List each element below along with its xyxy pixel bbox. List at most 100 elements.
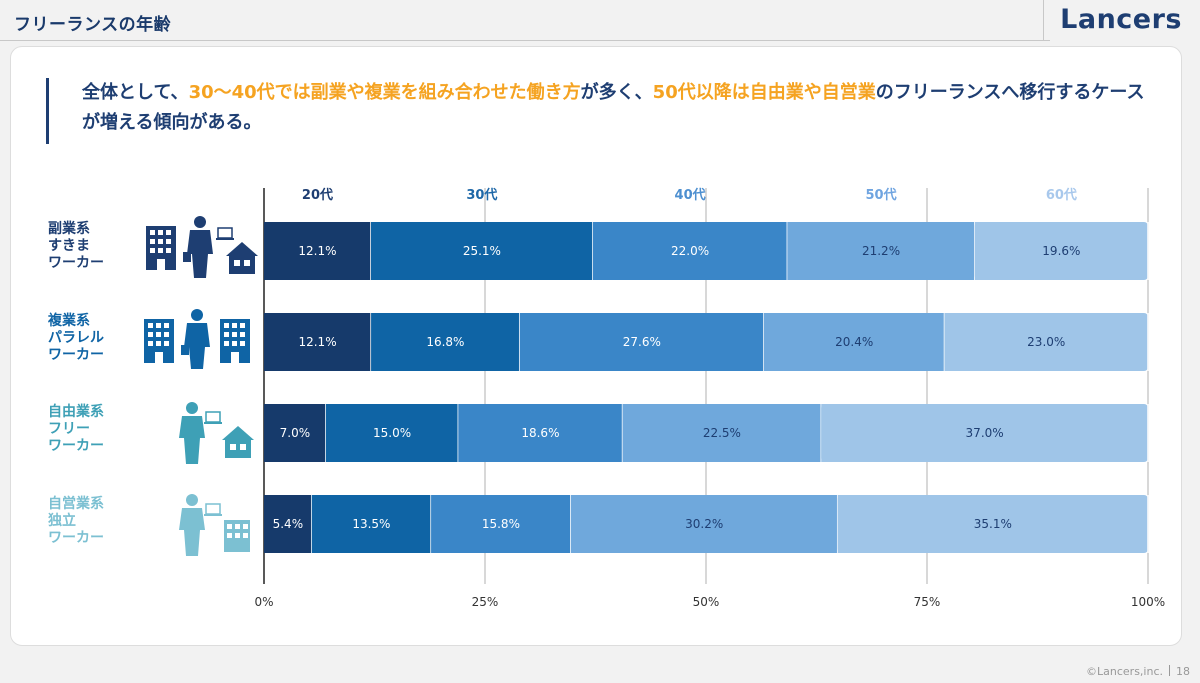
row-label-line: ワーカー bbox=[48, 438, 104, 454]
data-label: 27.6% bbox=[623, 335, 661, 349]
row-label-line: ワーカー bbox=[48, 255, 104, 271]
row-label-line: 副業系 bbox=[48, 221, 90, 237]
x-tick-label: 50% bbox=[693, 595, 720, 609]
data-label: 12.1% bbox=[298, 244, 336, 258]
x-tick-label: 0% bbox=[254, 595, 273, 609]
bar-segment bbox=[325, 404, 459, 462]
bar-segment-fill bbox=[974, 222, 1142, 280]
lead-text: 全体として、30〜40代では副業や複業を組み合わせた働き方が多く、50代以降は自… bbox=[82, 78, 1152, 138]
data-label: 5.4% bbox=[273, 517, 304, 531]
row-label-line: パラレル bbox=[48, 330, 104, 346]
data-label: 16.8% bbox=[426, 335, 464, 349]
row-label-line: ワーカー bbox=[48, 530, 104, 546]
lead-part: 全体として、 bbox=[82, 82, 189, 103]
footer-separator bbox=[1169, 665, 1170, 676]
data-label: 13.5% bbox=[352, 517, 390, 531]
legend-entry: 40代 bbox=[675, 187, 706, 203]
bar-segment bbox=[371, 313, 520, 371]
bar-segment-fill bbox=[821, 404, 1142, 462]
laptop-icon bbox=[216, 227, 234, 240]
bar-layer: 12.1% 25.1% 22.0% 21.2% 19.6% 12.1% 16.8% 27.6%… bbox=[264, 222, 1149, 553]
x-tick-label: 75% bbox=[914, 595, 941, 609]
x-tick-label: 25% bbox=[472, 595, 499, 609]
data-label: 23.0% bbox=[1027, 335, 1065, 349]
row-label-independent: 自営業系 独立 ワーカー bbox=[48, 496, 104, 547]
lead-part: のフリーランスへ移行するケースが増える傾向がある。 bbox=[82, 82, 1145, 133]
tick-layer: 0% 25% 50% 75% 100% bbox=[254, 595, 1165, 609]
office-icon bbox=[224, 520, 250, 552]
data-label: 20.4% bbox=[835, 335, 873, 349]
worker-icon bbox=[179, 402, 205, 464]
bar-segment bbox=[458, 404, 623, 462]
page-title: フリーランスの年齢 bbox=[14, 15, 172, 35]
laptop-icon bbox=[204, 503, 222, 516]
legend-entry: 60代 bbox=[1046, 187, 1077, 203]
independent-icons bbox=[179, 494, 250, 556]
x-tick-label: 100% bbox=[1131, 595, 1165, 609]
data-label: 22.0% bbox=[671, 244, 709, 258]
house-icon bbox=[226, 242, 258, 274]
bar-segment bbox=[787, 222, 975, 280]
free-icons bbox=[179, 402, 254, 464]
bar-segment bbox=[311, 495, 432, 553]
worker-icon bbox=[179, 494, 205, 556]
data-label: 12.1% bbox=[298, 335, 336, 349]
row-label-line: 独立 bbox=[48, 513, 76, 529]
bar-segment bbox=[519, 313, 764, 371]
bar-segment bbox=[264, 495, 312, 553]
header-underline bbox=[0, 40, 1050, 41]
row-label-parallel: 複業系 パラレル ワーカー bbox=[48, 313, 104, 364]
page-number: 18 bbox=[1176, 665, 1190, 678]
laptop-icon bbox=[204, 411, 222, 424]
bar-segment bbox=[264, 404, 326, 462]
data-label: 22.5% bbox=[703, 426, 741, 440]
data-label: 21.2% bbox=[862, 244, 900, 258]
data-label: 7.0% bbox=[280, 426, 311, 440]
businessman-icon bbox=[181, 309, 210, 369]
bar-segment bbox=[431, 495, 571, 553]
row-label-fukugyo: 副業系 すきま ワーカー bbox=[48, 221, 104, 272]
lead-highlight: 30〜40代では副業や複業を組み合わせた働き方 bbox=[188, 82, 581, 103]
lead-part: が多く、 bbox=[580, 82, 653, 103]
bar-segment bbox=[264, 222, 371, 280]
bar-segment-fill bbox=[837, 495, 1142, 553]
data-label: 35.1% bbox=[974, 517, 1012, 531]
data-label: 19.6% bbox=[1042, 244, 1080, 258]
legend-entry: 30代 bbox=[466, 187, 497, 203]
copyright: ©Lancers,inc. bbox=[1086, 665, 1163, 678]
bar-segment bbox=[570, 495, 838, 553]
lead-highlight: 50代以降は自由業や自営業 bbox=[652, 82, 876, 103]
row-label-line: フリー bbox=[48, 421, 90, 437]
data-label: 15.8% bbox=[482, 517, 520, 531]
parallel-icons bbox=[144, 309, 250, 369]
bar-segment bbox=[264, 313, 372, 371]
row-label-free: 自由業系 フリー ワーカー bbox=[48, 404, 104, 455]
bar-segment bbox=[370, 222, 593, 280]
data-label: 18.6% bbox=[521, 426, 559, 440]
bar-segment bbox=[622, 404, 822, 462]
building-icon bbox=[144, 319, 174, 363]
data-label: 37.0% bbox=[966, 426, 1004, 440]
lancers-logo: Lancers bbox=[1060, 4, 1182, 35]
bar-segment-fill bbox=[944, 313, 1142, 371]
businessman-icon bbox=[183, 216, 213, 278]
header-divider bbox=[1043, 0, 1044, 40]
data-label: 15.0% bbox=[373, 426, 411, 440]
lead-accent-bar bbox=[46, 78, 49, 144]
data-label: 30.2% bbox=[685, 517, 723, 531]
row-label-line: ワーカー bbox=[48, 347, 104, 363]
legend-layer: 20代 30代 40代 50代 60代 bbox=[302, 187, 1077, 203]
row-label-line: すきま bbox=[48, 238, 90, 254]
row-label-line: 自営業系 bbox=[48, 496, 104, 512]
row-label-line: 自由業系 bbox=[48, 404, 104, 420]
legend-entry: 20代 bbox=[302, 187, 333, 203]
building-icon bbox=[146, 226, 176, 270]
building-icon bbox=[220, 319, 250, 363]
fukugyo-icons bbox=[146, 216, 258, 278]
row-label-line: 複業系 bbox=[48, 313, 90, 329]
legend-entry: 50代 bbox=[865, 187, 896, 203]
house-icon bbox=[222, 426, 254, 458]
header-bar: フリーランスの年齢 Lancers bbox=[0, 0, 1200, 40]
footer: ©Lancers,inc. 18 bbox=[1086, 665, 1190, 678]
